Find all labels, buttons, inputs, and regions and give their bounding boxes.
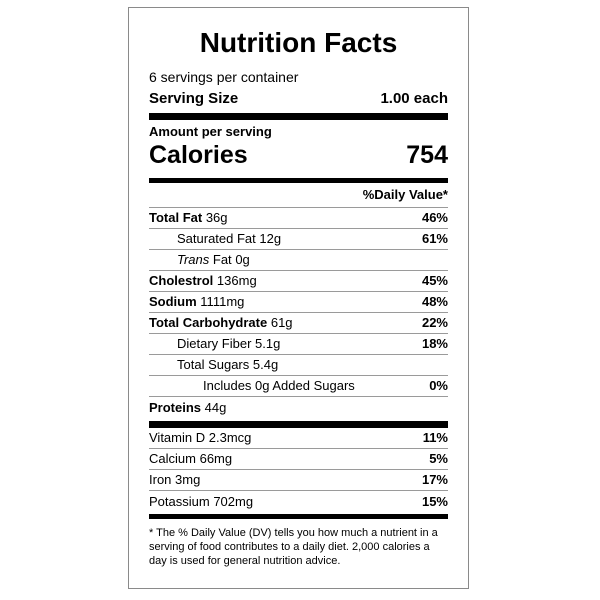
vitamin-amount: 66mg [199,451,233,466]
vitamin-dv: 11% [422,430,448,445]
nutrient-row-saturated-fat: Saturated Fat 12g 61% [149,229,448,250]
servings-per-container: 6 servings per container [149,69,299,85]
nutrient-amount: 136mg [216,273,257,288]
vitamin-dv: 15% [421,493,448,509]
nutrient-row-total-sugars: Total Sugars 5.4g [149,355,448,376]
nutrient-name: Fat [212,252,232,267]
nutrient-row-total-carbohydrate: Total Carbohydrate 61g 22% [149,313,448,334]
vitamin-amount: 3mg [175,472,201,487]
nutrient-row-trans-fat: Trans Fat 0g [149,250,448,271]
nutrient-name: Saturated Fat [177,231,256,246]
vitamin-row-potassium: Potassium 702mg 15% [149,491,448,512]
thick-divider [149,113,448,120]
serving-size-label: Serving Size [149,90,239,107]
calories-label: Calories [149,141,248,169]
calories-value: 754 [406,141,448,169]
nutrient-name-italic: Trans [177,252,210,267]
nutrient-amount: 61g [270,315,293,330]
vitamin-name: Iron [149,472,172,487]
nutrient-row-sodium: Sodium 1111mg 48% [149,292,448,313]
medium-divider [149,178,448,183]
medium-divider-footnote [149,514,448,519]
daily-value-header: %Daily Value* [149,183,448,208]
nutrient-name: Includes 0g Added Sugars [203,378,355,393]
vitamin-row-calcium: Calcium 66mg 5% [149,449,448,470]
thick-divider-vitamins [149,421,448,428]
nutrient-amount: 1111mg [200,294,245,309]
nutrient-amount: 36g [205,210,228,225]
nutrient-name: Proteins [149,399,202,415]
vitamin-name: Calcium [149,451,196,466]
serving-size-row: Serving Size 1.00 each [149,90,448,108]
nutrient-row-dietary-fiber: Dietary Fiber 5.1g 18% [149,334,448,355]
nutrition-label: Nutrition Facts 6 servings per container… [128,7,469,589]
nutrient-amount: 12g [259,231,282,246]
nutrient-name: Total Fat [149,210,203,225]
nutrient-dv: 48% [421,294,448,309]
vitamin-amount: 2.3mcg [208,430,252,445]
nutrient-dv: 0% [429,378,448,393]
vitamin-name: Vitamin D [149,430,206,445]
nutrient-amount: 5.1g [255,336,281,351]
vitamin-amount: 702mg [213,493,254,509]
nutrient-name: Dietary Fiber [177,336,252,351]
nutrient-amount: 44g [204,399,227,415]
vitamin-dv: 5% [429,451,448,466]
nutrient-dv: 45% [421,273,448,288]
nutrient-row-cholestrol: Cholestrol 136mg 45% [149,271,448,292]
vitamin-name: Potassium [149,493,210,509]
nutrient-row-added-sugars: Includes 0g Added Sugars 0% [149,376,448,397]
nutrient-amount: 0g [235,252,250,267]
nutrient-name: Total Sugars [177,357,250,372]
nutrient-name: Sodium [149,294,197,309]
vitamin-row-iron: Iron 3mg 17% [149,470,448,491]
serving-size-value: 1.00 each [380,90,448,107]
nutrient-dv: 61% [421,231,448,246]
label-title: Nutrition Facts [199,27,398,58]
vitamin-dv: 17% [421,472,448,487]
calories-row: Calories 754 [149,140,448,178]
nutrient-dv: 46% [421,210,448,225]
vitamin-row-vitamin-d: Vitamin D 2.3mcg 11% [149,428,448,449]
nutrient-name: Cholestrol [149,273,214,288]
nutrient-row-proteins: Proteins 44g [149,397,448,418]
nutrient-dv: 22% [421,315,448,330]
nutrient-dv: 18% [421,336,448,351]
nutrient-row-total-fat: Total Fat 36g 46% [149,208,448,229]
amount-per-serving: Amount per serving [149,124,272,139]
footnote: * The % Daily Value (DV) tells you how m… [149,527,438,567]
nutrient-amount: 5.4g [252,357,279,372]
nutrient-name: Total Carbohydrate [149,315,268,330]
